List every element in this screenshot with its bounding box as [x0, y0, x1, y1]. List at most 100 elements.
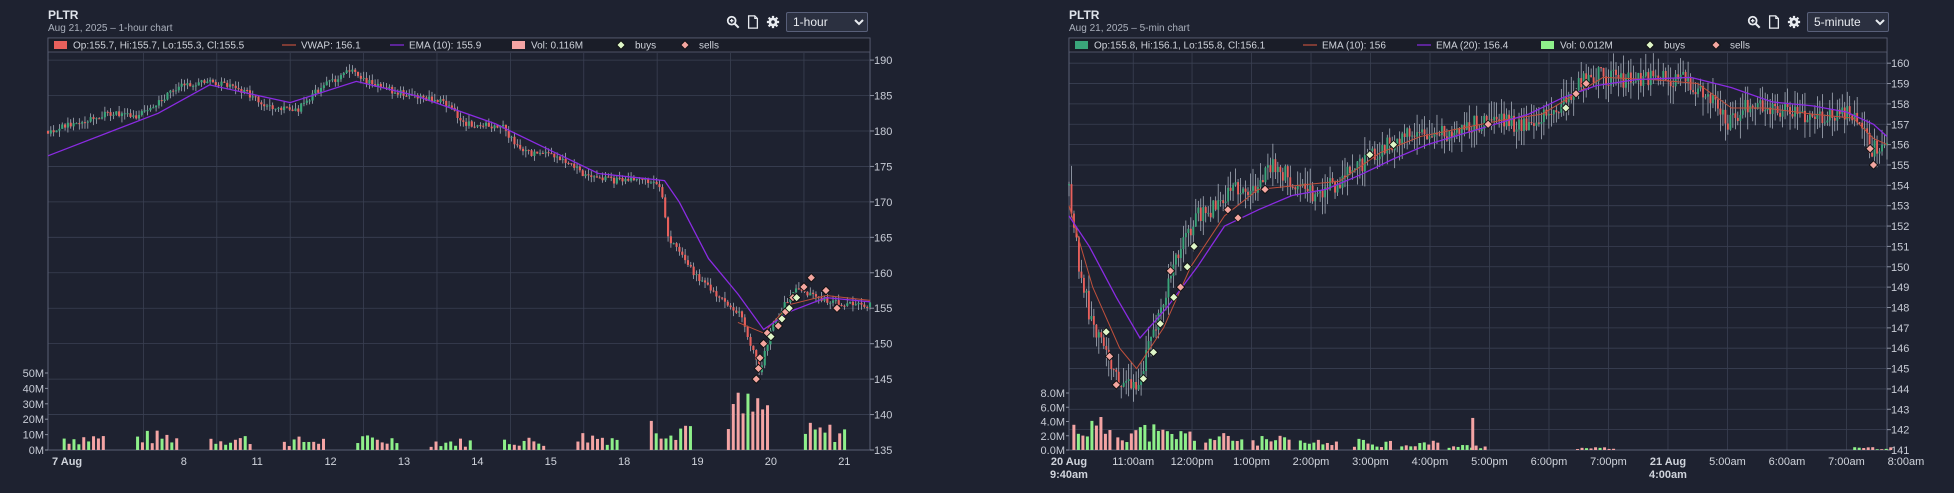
- candle-body: [1868, 132, 1871, 153]
- volume-bar: [459, 438, 462, 450]
- price-chart-1h[interactable]: 135 140 145 150 155 160 165 170 175 180 185 190 0M 10…: [0, 0, 977, 493]
- candle-body: [337, 79, 340, 82]
- candle-body: [1831, 109, 1834, 119]
- time-tick-label: 20 Aug: [1051, 456, 1087, 468]
- candle-body: [837, 300, 840, 305]
- candle-body: [581, 170, 584, 177]
- volume-bar: [302, 441, 306, 450]
- time-tick-label: 4:00pm: [1412, 456, 1449, 468]
- candle-body: [612, 177, 616, 184]
- candle-body: [783, 302, 786, 311]
- zoom-icon[interactable]: [726, 15, 740, 29]
- candle-body: [1739, 114, 1742, 121]
- price-tick-label: 153: [1891, 201, 1909, 213]
- volume-bar: [1418, 443, 1422, 450]
- candle-body: [1632, 81, 1635, 83]
- volume-bars: [62, 392, 847, 450]
- candle-body: [689, 264, 692, 267]
- candle-body: [374, 84, 377, 87]
- volume-bar: [522, 440, 526, 450]
- volume-bar: [1427, 444, 1431, 450]
- candle-body: [519, 144, 522, 149]
- volume-bar: [576, 441, 580, 450]
- candle-body: [1662, 71, 1665, 81]
- candle-body: [1110, 359, 1113, 370]
- price-tick-label: 157: [1891, 119, 1909, 131]
- document-icon[interactable]: [746, 15, 760, 29]
- candle-body: [1557, 112, 1560, 114]
- candle-body: [1644, 72, 1647, 76]
- price-tick-label: 160: [874, 268, 892, 280]
- candle-body: [1620, 73, 1622, 79]
- candle-body: [109, 112, 112, 116]
- legend-swatch: [616, 40, 626, 50]
- time-tick-label: 13: [398, 456, 410, 468]
- chart-panel-left: PLTR Aug 21, 2025 – 1-hour chart 1-hour …: [0, 0, 977, 493]
- candle-body: [331, 79, 334, 81]
- volume-bar: [1422, 442, 1426, 450]
- buy-marker: [1189, 241, 1199, 252]
- plot-frame: [47, 37, 871, 451]
- candle-body: [1525, 118, 1528, 131]
- volume-bar: [1334, 441, 1338, 450]
- volume-bar: [243, 436, 247, 450]
- sell-marker: [1165, 266, 1176, 276]
- candle-body: [721, 297, 724, 299]
- volume-bar: [1461, 445, 1465, 450]
- candle-body: [1796, 106, 1799, 115]
- candle-body: [1488, 119, 1491, 122]
- candle-body: [1818, 111, 1821, 114]
- candle-body: [763, 350, 766, 366]
- chart-symbol: PLTR: [48, 8, 79, 22]
- candle-body: [1179, 249, 1182, 259]
- candle-body: [1095, 324, 1098, 338]
- candle-body: [1353, 168, 1356, 171]
- candle-body: [610, 176, 613, 178]
- candle-body: [1087, 290, 1090, 320]
- candle-body: [1552, 110, 1555, 115]
- price-chart-5m[interactable]: 141 142 143 144 145 146 147 148 149 150 151 152 153 1…: [977, 0, 1954, 493]
- candle-body: [149, 107, 152, 111]
- candle-body: [1684, 71, 1687, 82]
- volume-bar: [454, 445, 458, 450]
- candle-body: [1483, 115, 1486, 129]
- candle-body: [755, 350, 758, 360]
- timeframe-select[interactable]: 1-hour 5-minute: [1807, 12, 1889, 32]
- volume-bar: [803, 433, 807, 450]
- volume-bar: [282, 441, 286, 450]
- candle-body: [709, 284, 712, 291]
- candle-body: [868, 302, 872, 308]
- candle-body: [1130, 379, 1133, 389]
- zoom-icon[interactable]: [1747, 15, 1761, 29]
- candle-body: [345, 70, 348, 73]
- candle-body: [1428, 136, 1431, 140]
- volume-bar: [136, 436, 140, 450]
- candle-body: [433, 99, 436, 102]
- document-icon[interactable]: [1767, 15, 1781, 29]
- candle-body: [1232, 184, 1235, 191]
- candle-body: [52, 130, 55, 133]
- volume-bar: [1156, 430, 1160, 450]
- candle-body: [1761, 100, 1764, 112]
- gear-icon[interactable]: [1787, 15, 1801, 29]
- candle-body: [1460, 125, 1463, 135]
- candle-body: [666, 217, 670, 237]
- volume-bar: [1165, 431, 1169, 450]
- chart-legend: Op:155.7, Hi:155.7, Lo:155.3, Cl:155.5 VW…: [47, 37, 871, 53]
- timeframe-select[interactable]: 1-hour 5-minute: [786, 12, 868, 32]
- legend-label-vol: Vol: 0.012M: [1560, 41, 1613, 52]
- candle-body: [1697, 88, 1699, 95]
- candle-body: [146, 110, 149, 112]
- volume-bar: [1431, 440, 1435, 450]
- candle-body: [1764, 110, 1767, 112]
- volume-bar: [1880, 449, 1884, 450]
- legend-swatch: [1711, 40, 1721, 50]
- volume-bar: [1116, 437, 1120, 450]
- gear-icon[interactable]: [766, 15, 780, 29]
- volume-tick-label: 6.0M: [1041, 402, 1065, 414]
- candle-body: [504, 124, 507, 131]
- candle-body: [1455, 128, 1458, 133]
- candle-body: [812, 292, 815, 295]
- candle-body: [809, 292, 812, 296]
- candle-body: [1629, 72, 1632, 83]
